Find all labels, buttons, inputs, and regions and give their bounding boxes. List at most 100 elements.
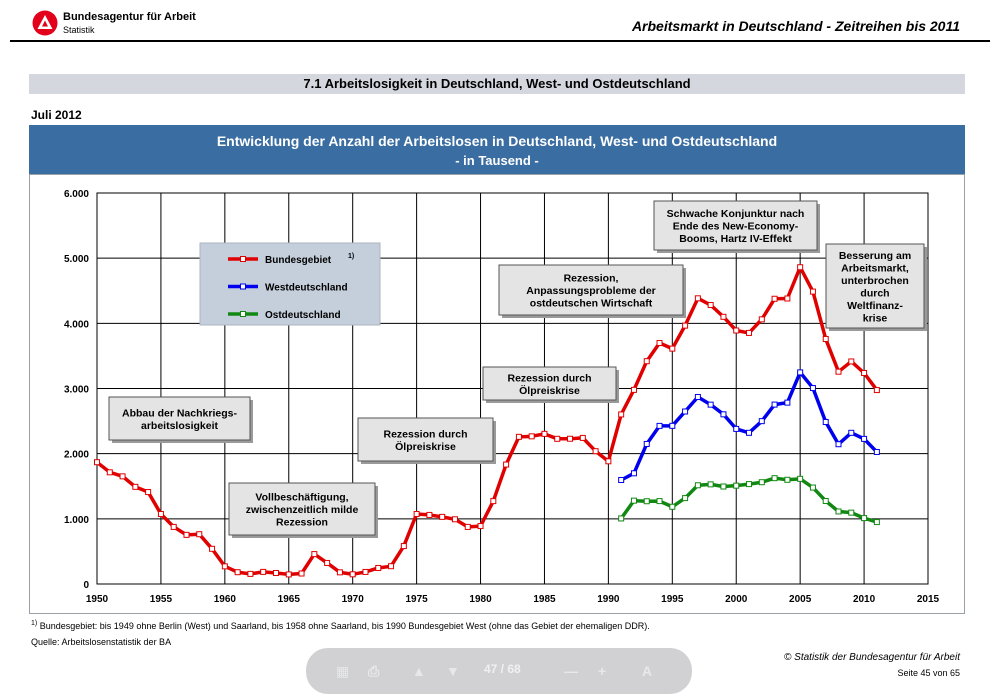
data-point-bundesgebiet — [707, 302, 714, 309]
data-point-bundesgebiet — [515, 433, 522, 440]
section-title: 7.1 Arbeitslosigkeit in Deutschland, Wes… — [29, 74, 965, 94]
annotation-text: Rezession, Anpassungsprobleme der ostdeuts… — [526, 273, 656, 310]
print-icon[interactable]: ⎙ — [368, 663, 380, 679]
data-point-bundesgebiet — [656, 340, 663, 347]
data-point-ostdeutschland — [630, 497, 637, 504]
data-point-bundesgebiet — [822, 335, 829, 342]
data-point-bundesgebiet — [298, 570, 305, 577]
data-point-bundesgebiet — [554, 435, 561, 442]
annotation-line: Weltfinanz- — [847, 300, 903, 312]
data-point-bundesgebiet — [196, 531, 203, 538]
x-tick-label: 1985 — [533, 594, 556, 605]
data-point-bundesgebiet — [221, 563, 228, 570]
legend-label: Westdeutschland — [265, 283, 348, 294]
legend-swatch-marker — [240, 311, 246, 317]
annotation-box — [825, 243, 925, 329]
data-point-bundesgebiet — [682, 322, 689, 329]
data-point-bundesgebiet — [247, 570, 254, 577]
data-point-bundesgebiet — [234, 569, 241, 576]
annotation-line: Ölpreiskrise — [395, 440, 456, 453]
x-tick-label: 1995 — [661, 594, 684, 605]
data-point-ostdeutschland — [682, 495, 689, 502]
page-number: Seite 45 von 65 — [897, 668, 960, 678]
data-point-westdeutschland — [835, 441, 842, 448]
data-point-westdeutschland — [643, 440, 650, 447]
legend-swatch-marker — [240, 283, 246, 290]
data-point-ostdeutschland — [873, 519, 880, 526]
data-point-ostdeutschland — [720, 483, 727, 490]
report-date: Juli 2012 — [31, 108, 82, 122]
annotation-line: Rezession, — [564, 273, 619, 285]
data-point-bundesgebiet — [873, 387, 880, 394]
x-tick-label: 1950 — [86, 594, 109, 605]
annotation-line: Rezession durch — [507, 372, 591, 384]
annotation-line: krise — [863, 312, 888, 324]
page-down-icon[interactable]: ▼ — [446, 663, 460, 679]
data-point-westdeutschland — [861, 435, 868, 442]
x-tick-label: 1990 — [597, 594, 620, 605]
save-icon[interactable]: ▦ — [336, 663, 350, 679]
data-point-westdeutschland — [656, 422, 663, 429]
data-point-ostdeutschland — [758, 479, 765, 486]
data-point-ostdeutschland — [797, 475, 804, 482]
data-point-bundesgebiet — [835, 368, 842, 375]
data-point-bundesgebiet — [132, 483, 139, 490]
data-point-bundesgebiet — [643, 358, 650, 365]
data-point-bundesgebiet — [618, 411, 625, 418]
annotation-line: Rezession durch — [383, 428, 467, 440]
legend-label: Ostdeutschland — [265, 310, 341, 321]
data-point-bundesgebiet — [272, 569, 279, 576]
chart-header: Entwicklung der Anzahl der Arbeitslosen … — [29, 125, 965, 174]
data-point-bundesgebiet — [477, 523, 484, 530]
data-point-westdeutschland — [720, 411, 727, 418]
data-point-bundesgebiet — [784, 295, 791, 302]
data-point-westdeutschland — [630, 470, 637, 477]
annotation-line: Vollbeschäftigung, — [255, 492, 348, 504]
data-point-bundesgebiet — [362, 568, 369, 575]
data-point-bundesgebiet — [720, 313, 727, 320]
data-point-bundesgebiet — [426, 511, 433, 518]
footnote-marker: 1) — [31, 620, 38, 627]
data-point-bundesgebiet — [758, 316, 765, 323]
data-point-westdeutschland — [771, 401, 778, 408]
data-point-bundesgebiet — [490, 498, 497, 505]
zoom-in-icon[interactable]: + — [598, 663, 607, 679]
annotation-text: Abbau der Nachkriegs-arbeitslosigkeit — [122, 407, 237, 432]
page-up-icon[interactable]: ▲ — [412, 663, 426, 679]
chart-title: Entwicklung der Anzahl der Arbeitslosen … — [216, 133, 778, 149]
data-point-ostdeutschland — [822, 497, 829, 504]
data-point-westdeutschland — [669, 422, 676, 429]
data-point-bundesgebiet — [413, 511, 420, 518]
data-point-bundesgebiet — [375, 564, 382, 571]
annotation-box — [482, 366, 617, 401]
annotation-box — [357, 417, 494, 462]
data-point-ostdeutschland — [733, 482, 740, 489]
data-point-westdeutschland — [746, 429, 753, 436]
data-point-ostdeutschland — [809, 484, 816, 491]
y-tick-label: 4.000 — [64, 319, 89, 330]
data-point-bundesgebiet — [119, 473, 126, 480]
data-point-bundesgebiet — [157, 511, 164, 518]
text-select-icon[interactable]: A — [642, 663, 653, 679]
data-point-bundesgebiet — [94, 459, 100, 466]
annotation-line: zwischenzeitlich milde — [246, 504, 359, 516]
legend-swatch-marker — [240, 256, 246, 262]
data-point-bundesgebiet — [400, 543, 407, 550]
pdf-viewer-toolbar[interactable]: ▦ ⎙ ▲ ▼ 47 / 68 — + A — [306, 648, 692, 694]
data-point-bundesgebiet — [106, 469, 113, 476]
source-note: Quelle: Arbeitslosenstatistik der BA — [31, 637, 172, 647]
data-point-bundesgebiet — [733, 327, 740, 334]
page-indicator[interactable]: 47 / 68 — [484, 662, 521, 676]
data-point-ostdeutschland — [643, 498, 650, 505]
data-point-bundesgebiet — [464, 523, 471, 530]
data-point-ostdeutschland — [784, 476, 791, 483]
data-point-bundesgebiet — [451, 516, 458, 523]
annotation-text: Vollbeschäftigung, zwischenzeitlich milde… — [246, 492, 359, 529]
data-point-ostdeutschland — [848, 509, 855, 516]
data-point-bundesgebiet — [528, 433, 535, 440]
data-point-bundesgebiet — [260, 568, 267, 575]
y-tick-label: 0 — [83, 580, 89, 591]
zoom-out-icon[interactable]: — — [564, 663, 578, 679]
y-tick-label: 6.000 — [64, 189, 89, 200]
data-point-westdeutschland — [784, 399, 791, 406]
